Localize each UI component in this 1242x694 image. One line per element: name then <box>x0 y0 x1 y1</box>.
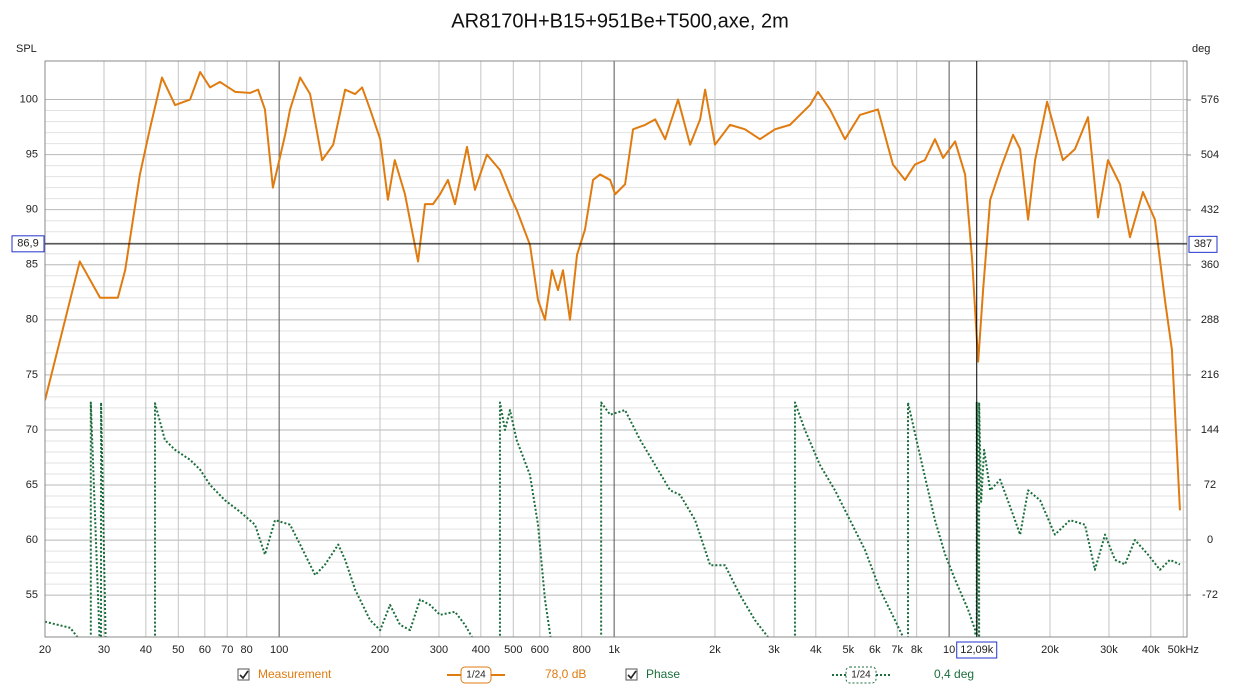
y2-tick-label: 432 <box>1201 204 1219 216</box>
x-tick-label: 3k <box>768 644 780 656</box>
x-tick-label: 40 <box>140 644 152 656</box>
y-axis-label: SPL <box>16 43 37 55</box>
y2-tick-label: 0 <box>1207 534 1213 546</box>
legend: Measurement 1/24 78,0 dB Phase 1/24 0,4 deg <box>237 666 974 684</box>
legend-check <box>239 670 249 680</box>
x-tick-label: 60 <box>199 644 211 656</box>
legend-checkbox[interactable] <box>237 668 250 681</box>
cursor-x-box <box>956 641 998 659</box>
y-tick-label: 100 <box>20 93 38 105</box>
cursor-y2-box <box>1188 235 1218 253</box>
grid: 55 60 65 70 75 80 85 90 95 100 -72 0 72 144 216 288 360 4… <box>20 61 1219 656</box>
x-tick-label: 30 <box>98 644 110 656</box>
x-tick-label: 70 <box>221 644 233 656</box>
x-tick-label: 400 <box>472 644 490 656</box>
y2-tick-label: 288 <box>1201 314 1219 326</box>
y-tick-label: 65 <box>26 479 38 491</box>
x-tick-label: 50kHz <box>1168 644 1199 656</box>
x-tick-label: 600 <box>531 644 549 656</box>
y2-axis-label: deg <box>1192 43 1210 55</box>
x-tick-label: 800 <box>572 644 590 656</box>
x-tick-label: 80 <box>241 644 253 656</box>
legend-name: Measurement <box>258 667 332 681</box>
x-tick-label: 5k <box>842 644 854 656</box>
x-tick-label: 2k <box>709 644 721 656</box>
spl-curve <box>45 71 1181 511</box>
legend-checkbox[interactable] <box>625 668 638 681</box>
y-tick-label: 75 <box>26 369 38 381</box>
y-tick-label: 85 <box>26 259 38 271</box>
x-tick-label: 1k <box>608 644 620 656</box>
phase-curve <box>45 401 1181 637</box>
y-tick-label: 60 <box>26 534 38 546</box>
y2-tick-label: -72 <box>1202 589 1218 601</box>
x-tick-label: 40k <box>1142 644 1160 656</box>
y-tick-label: 70 <box>26 424 38 436</box>
y2-tick-label: 144 <box>1201 424 1219 436</box>
x-tick-label: 200 <box>371 644 389 656</box>
x-tick-label: 20 <box>39 644 51 656</box>
smoothing-label: 1/24 <box>851 670 871 681</box>
y2-tick-label: 216 <box>1201 369 1219 381</box>
y2-tick-label: 576 <box>1201 94 1219 106</box>
smoothing-label: 1/24 <box>466 670 486 681</box>
y-tick-label: 95 <box>26 149 38 161</box>
cursor-x-label: 12,09k <box>960 644 994 656</box>
y2-tick-label: 504 <box>1201 149 1219 161</box>
cursor-y-label: 86,9 <box>17 238 38 250</box>
x-tick-label: 20k <box>1041 644 1059 656</box>
x-tick-label: 500 <box>504 644 522 656</box>
smoothing-box[interactable] <box>460 666 492 684</box>
y2-tick-label: 72 <box>1204 479 1216 491</box>
x-tick-label: 8k <box>911 644 923 656</box>
x-tick-label: 30k <box>1100 644 1118 656</box>
cursor-y-box <box>11 235 45 253</box>
legend-name: Phase <box>646 667 680 681</box>
chart-title: AR8170H+B15+951Be+T500,axe, 2m <box>451 10 788 32</box>
x-tick-label: 4k <box>810 644 822 656</box>
y-tick-label: 90 <box>26 204 38 216</box>
plot-area <box>45 71 1181 637</box>
y-tick-label: 80 <box>26 314 38 326</box>
y-tick-label: 55 <box>26 589 38 601</box>
x-tick-label: 7k <box>891 644 903 656</box>
x-tick-label: 100 <box>270 644 288 656</box>
smoothing-box[interactable] <box>845 666 877 684</box>
legend-readout: 0,4 deg <box>934 667 974 681</box>
overlay: 86,9 387 12,09k <box>11 61 1218 659</box>
x-tick-label: 50 <box>172 644 184 656</box>
legend-check <box>627 670 637 680</box>
legend-readout: 78,0 dB <box>545 667 586 681</box>
cursor-y2-label: 387 <box>1194 238 1212 250</box>
y2-tick-label: 360 <box>1201 259 1219 271</box>
x-tick-label: 10 <box>943 644 955 656</box>
x-tick-label: 300 <box>430 644 448 656</box>
plot-frame <box>44 60 1188 638</box>
x-tick-label: 6k <box>869 644 881 656</box>
